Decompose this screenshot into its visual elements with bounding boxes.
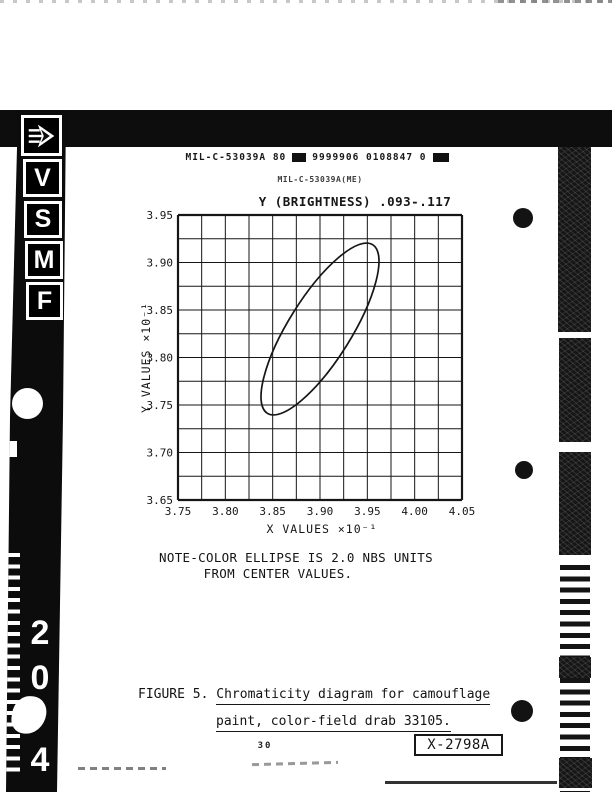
microfilm-left-strip: V S M F 2 0 4 [6, 110, 66, 792]
copy-dot [515, 461, 533, 479]
note-line2: FROM CENTER VALUES. [203, 566, 353, 581]
chromaticity-chart: 3.953.903.853.803.753.703.653.75 3.80 3.85… [139, 209, 476, 536]
vsmf-logo-box [21, 115, 62, 156]
svg-text:3.80: 3.80 [147, 352, 174, 365]
strip-letter-box-m: M [25, 241, 63, 279]
strip-digit: 2 [30, 614, 50, 652]
svg-text:3.85: 3.85 [147, 304, 174, 317]
microfilm-top-band [0, 110, 612, 147]
svg-text:3.95: 3.95 [354, 505, 381, 518]
strip-digit: 4 [30, 741, 50, 779]
svg-text:4.05: 4.05 [449, 505, 476, 518]
pencil-smudge [251, 760, 339, 767]
film-edge-segment [559, 452, 591, 555]
film-edge-block [559, 657, 591, 678]
svg-text:3.75: 3.75 [147, 399, 174, 412]
vsmf-arrow-logo-icon [28, 124, 54, 147]
strip-letter-box-s: S [24, 201, 62, 238]
caption-line2: paint, color-field drab 33105. [216, 714, 451, 732]
copy-dot [513, 208, 533, 228]
svg-text:3.75: 3.75 [165, 505, 192, 518]
film-edge-segment [559, 338, 591, 442]
figure-caption: FIGURE 5. Chromaticity diagram for camou… [138, 681, 491, 735]
document-code: 9999906 0108847 0 [312, 152, 427, 163]
chart-note: NOTE-COLOR ELLIPSE IS 2.0 NBS UNITS FROM… [56, 550, 536, 582]
barcode-block-icon [432, 153, 449, 162]
film-edge-segment [558, 147, 591, 332]
strip-digit: 0 [30, 659, 50, 697]
figure-label: FIGURE 5. [138, 687, 209, 702]
svg-text:3.95: 3.95 [147, 209, 174, 222]
copy-dot [511, 700, 533, 722]
strip-letter: M [33, 245, 55, 274]
strip-letter: S [34, 205, 52, 233]
svg-text:3.70: 3.70 [147, 447, 174, 460]
scan-bottom-line [385, 781, 557, 784]
scan-edge-dots [0, 0, 612, 3]
note-line1: NOTE-COLOR ELLIPSE IS 2.0 NBS UNITS [159, 550, 433, 565]
svg-text:3.90: 3.90 [147, 257, 174, 270]
svg-text:4.00: 4.00 [401, 505, 428, 518]
spec-number: MIL-C-53039A 80 [185, 152, 287, 163]
punch-hole [12, 388, 43, 419]
barcode-block-icon [292, 153, 307, 162]
strip-notch [6, 441, 17, 457]
svg-text:Y VALUES ×10⁻¹: Y VALUES ×10⁻¹ [139, 302, 153, 413]
strip-letter: F [36, 286, 53, 315]
svg-text:3.85: 3.85 [259, 505, 286, 518]
strip-letter-box-f: F [26, 282, 63, 320]
film-edge-dashes [560, 565, 590, 792]
svg-text:X VALUES ×10⁻¹: X VALUES ×10⁻¹ [267, 522, 378, 536]
caption-line1: Chromaticity diagram for camouflage [216, 687, 491, 705]
spec-subheader: MIL-C-53039A(ME) [277, 175, 363, 184]
pencil-smudge [78, 767, 166, 770]
svg-text:3.90: 3.90 [307, 505, 334, 518]
figure-id-box: X-2798A [414, 734, 503, 756]
film-edge-block [559, 758, 592, 788]
strip-ruler-ticks [6, 553, 20, 779]
document-id-header: MIL-C-53039A 80 9999906 0108847 0 [80, 152, 560, 163]
scan-edge-dots-right [498, 0, 612, 3]
svg-text:3.80: 3.80 [212, 505, 239, 518]
page-number: 30 [257, 741, 273, 751]
svg-text:3.65: 3.65 [147, 494, 174, 507]
strip-letter-box-v: V [23, 159, 62, 197]
strip-letter: V [34, 163, 51, 192]
chart-title: Y (BRIGHTNESS) .093-.117 [258, 194, 452, 209]
